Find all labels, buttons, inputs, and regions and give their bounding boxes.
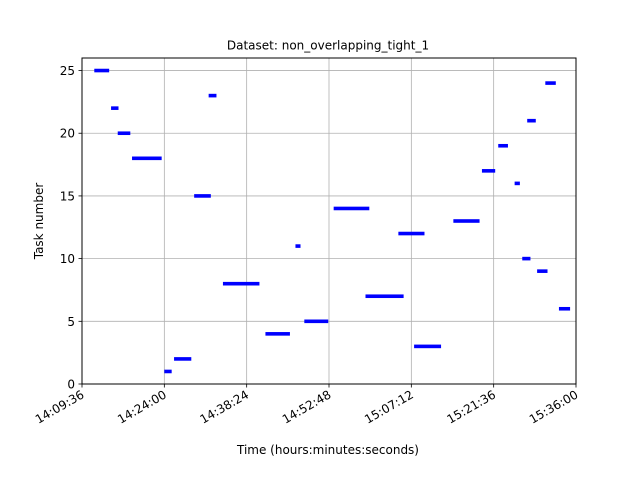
task-bar-10: [522, 256, 531, 261]
task-bar-17: [481, 169, 496, 173]
task-bar-20: [117, 131, 131, 136]
x-axis-label: Time (hours:minutes:seconds): [236, 443, 419, 457]
y-tick-label: 25: [60, 64, 75, 78]
task-bar-24: [545, 81, 556, 85]
task-bar-19: [498, 143, 508, 148]
x-tick-label: 15:36:00: [527, 387, 581, 426]
task-bar-25: [94, 68, 110, 73]
x-axis: 14:09:36 14:24:00 14:38:24 14:52:48 15:07:12…: [33, 384, 581, 427]
task-bar-9: [537, 269, 548, 273]
task-bar-11: [295, 244, 301, 248]
grid-lines: [81, 58, 577, 385]
y-tick-label: 0: [67, 378, 75, 392]
task-bar-23: [208, 93, 217, 98]
y-axis-label: Task number: [32, 183, 46, 261]
y-tick-label: 10: [60, 252, 75, 266]
y-axis: 0 5 10 15 20 25: [60, 64, 82, 392]
chart-title: Dataset: non_overlapping_tight_1: [227, 39, 429, 53]
task-bar-2: [174, 357, 192, 361]
task-bar-21: [527, 118, 536, 123]
y-tick-label: 20: [60, 127, 75, 141]
task-bar-4: [265, 332, 290, 336]
task-bar-13: [453, 219, 480, 223]
x-tick-label: 14:38:24: [197, 387, 251, 426]
task-bar-7: [365, 294, 404, 299]
x-tick-label: 15:21:36: [444, 387, 498, 426]
x-tick-label: 14:52:48: [280, 387, 334, 426]
task-bar-18: [132, 156, 162, 161]
task-bar-22: [111, 106, 119, 110]
task-bar-1: [164, 369, 172, 374]
y-tick-label: 5: [67, 315, 75, 329]
task-bar-15: [194, 194, 211, 198]
x-tick-label: 14:24:00: [115, 387, 169, 426]
task-bars: [94, 68, 571, 374]
task-bar-6: [558, 306, 571, 311]
task-bar-14: [333, 206, 370, 211]
task-bar-16: [514, 181, 520, 186]
y-tick-label: 15: [60, 189, 75, 203]
task-bar-3: [414, 344, 442, 349]
task-bar-5: [304, 319, 329, 324]
task-bar-12: [398, 231, 425, 236]
task-bar-8: [222, 281, 260, 286]
x-tick-label: 15:07:12: [362, 387, 416, 426]
x-tick-label: 14:09:36: [33, 387, 87, 426]
